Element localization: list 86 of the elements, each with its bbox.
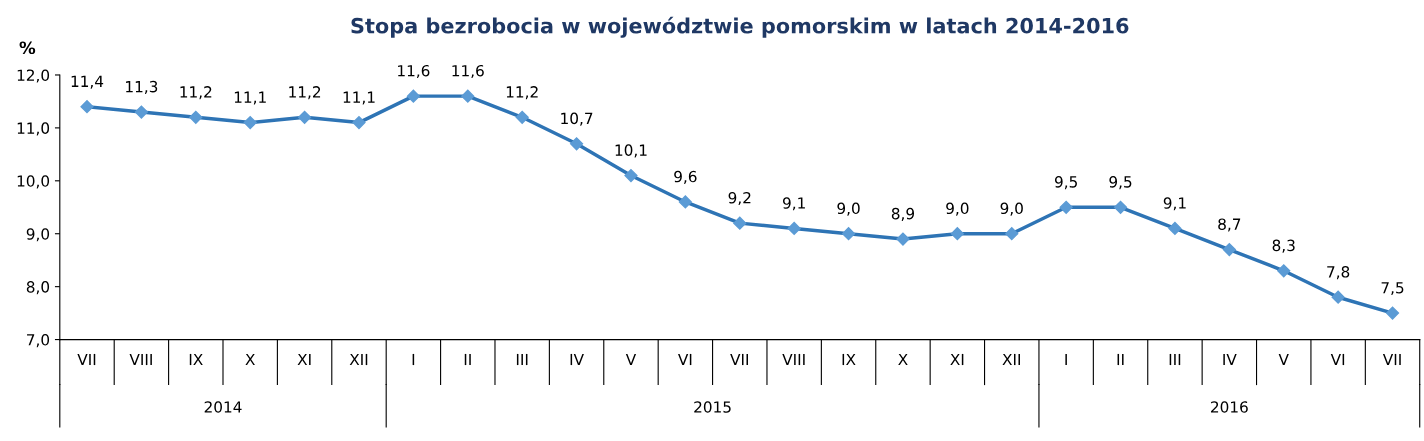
point [1168,221,1182,236]
point [787,221,801,236]
text: 2014 [204,401,242,413]
data-label: 10,7 [561,112,593,126]
x-tick-label: VIII [782,353,805,366]
y-axis-title: % [19,41,36,55]
x-tick-label: X [898,353,908,366]
point [189,110,203,124]
x-tick-label: I [1065,353,1067,366]
point [1277,264,1291,278]
x-tick-label: X [245,353,255,366]
data-label: 11,2 [506,86,538,100]
data-label: 9,1 [782,197,805,211]
point [1005,227,1019,241]
point [896,232,910,246]
data-label: 11,4 [71,75,104,89]
point [678,195,692,209]
x-tick-label: IV [1223,353,1237,366]
y-tick-label: 12,0 [17,69,50,83]
point [80,100,94,114]
data-label: 7,8 [1327,266,1350,280]
x-tick-label: III [516,353,528,366]
point [1331,290,1345,304]
point [841,227,856,241]
data-label: 7,5 [1381,282,1404,296]
point [733,216,747,230]
point [950,227,964,241]
data-label: 11,2 [180,86,212,100]
point [298,110,312,124]
text: 2015 [694,401,731,413]
data-label: 10,1 [615,144,647,158]
point [461,89,475,103]
y-tick-label: 9,0 [26,228,50,242]
data-label: 11,6 [398,64,430,79]
y-tick-label: 7,0 [27,334,50,348]
point [1385,306,1400,320]
data-label: 9,6 [674,170,697,184]
data-label: 8,3 [1272,239,1295,253]
data-label: 8,9 [891,207,915,221]
point [1059,200,1073,214]
text: 2016 [1211,401,1248,413]
point [1222,243,1236,257]
data-label: 9,0 [946,202,969,216]
data-label: 9,5 [1054,176,1077,190]
point [352,116,366,130]
data-label: 11,6 [452,64,484,79]
x-tick-label: XI [950,353,964,366]
data-label: 11,1 [234,91,266,105]
data-label: 11,2 [289,86,321,100]
x-tick-label: IX [842,353,856,366]
data-label: 11,3 [126,80,158,94]
x-tick-label: IX [189,353,203,366]
x-tick-label: VII [77,353,96,366]
y-tick-label: 10,0 [17,175,50,189]
x-tick-label: VI [1330,353,1345,366]
x-tick-label: III [1169,353,1181,366]
x-tick-label: VIII [129,353,152,366]
y-tick-label: 11,0 [17,122,50,136]
x-tick-label: I [412,353,415,366]
x-tick-label: IV [570,353,584,366]
x-tick-label: XII [1002,353,1020,366]
data-label: 8,7 [1218,218,1241,232]
data-label: 9,1 [1163,197,1186,211]
x-tick-label: XI [297,353,311,366]
y-tick-label: 8,0 [26,281,50,295]
data-label: 9,2 [728,191,751,206]
x-tick-label: XII [349,353,368,366]
data-label: 11,1 [343,91,375,105]
data-label: 9,0 [837,202,860,216]
point [624,168,638,183]
x-tick-label: VII [730,353,748,366]
x-tick-label: II [1117,353,1124,366]
x-tick-label: V [1278,353,1289,366]
point [1113,200,1128,214]
x-tick-label: VII [1382,353,1401,366]
data-label: 9,0 [1000,202,1023,216]
point [569,137,584,151]
point [515,110,529,124]
x-tick-label: V [625,353,637,366]
data-label: 9,5 [1109,176,1132,190]
point [243,116,257,130]
point [406,89,420,103]
point [134,105,148,119]
x-tick-label: VI [678,353,692,366]
x-tick-label: II [464,353,471,366]
chart-title: Stopa bezrobocia w województwie pomorskim w latach 2014-2016 [351,16,1129,38]
